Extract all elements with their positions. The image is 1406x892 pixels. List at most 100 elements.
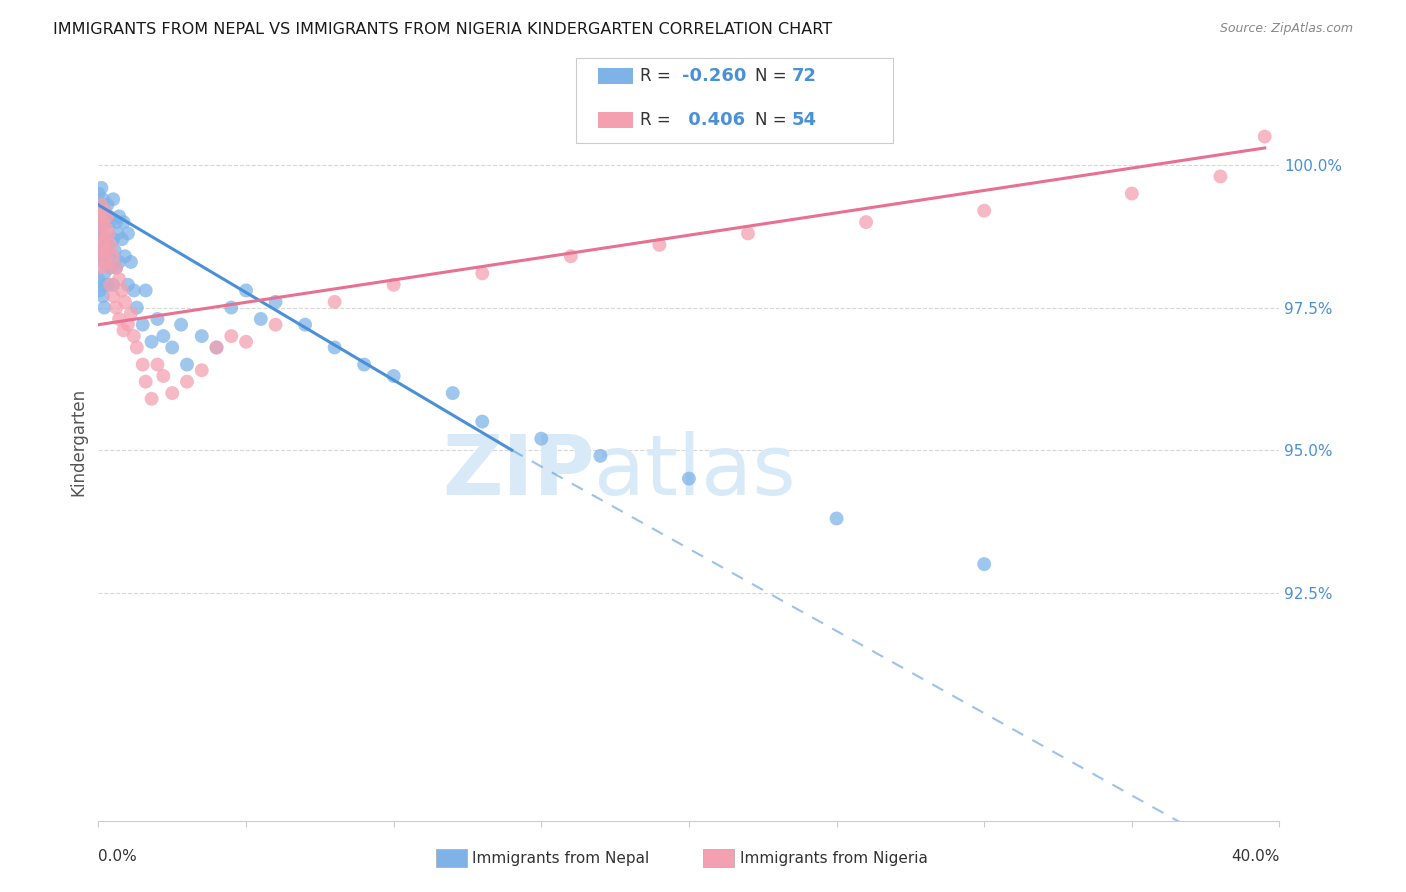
Point xyxy=(176,358,198,372)
Point xyxy=(96,238,118,252)
Point xyxy=(132,318,155,332)
Point xyxy=(98,215,121,229)
Point xyxy=(90,238,112,252)
Point xyxy=(294,318,316,332)
Text: 72: 72 xyxy=(792,67,817,85)
Point xyxy=(221,301,243,315)
Point xyxy=(89,210,111,224)
Point xyxy=(120,306,142,320)
Point xyxy=(94,215,117,229)
Point xyxy=(87,227,110,241)
Point xyxy=(90,244,112,258)
Point xyxy=(120,255,142,269)
Point xyxy=(114,294,136,309)
Point xyxy=(93,266,115,280)
Point xyxy=(323,294,346,309)
Point xyxy=(250,312,273,326)
Text: 0.0%: 0.0% xyxy=(98,849,138,864)
Point xyxy=(235,334,257,349)
Point xyxy=(132,358,155,372)
Point xyxy=(1121,186,1143,201)
Point xyxy=(87,244,110,258)
Point xyxy=(141,334,163,349)
Point xyxy=(112,215,135,229)
Y-axis label: Kindergarten: Kindergarten xyxy=(69,387,87,496)
Text: N =: N = xyxy=(755,111,792,128)
Point xyxy=(89,220,111,235)
Point xyxy=(97,227,120,241)
Point xyxy=(973,557,995,571)
Point xyxy=(93,301,115,315)
Point xyxy=(678,472,700,486)
Point xyxy=(89,249,111,263)
Point xyxy=(108,312,131,326)
Point xyxy=(125,301,148,315)
Point xyxy=(441,386,464,401)
Point xyxy=(111,284,134,298)
Point xyxy=(103,289,125,303)
Text: Source: ZipAtlas.com: Source: ZipAtlas.com xyxy=(1219,22,1353,36)
Point xyxy=(382,277,405,292)
Text: IMMIGRANTS FROM NEPAL VS IMMIGRANTS FROM NIGERIA KINDERGARTEN CORRELATION CHART: IMMIGRANTS FROM NEPAL VS IMMIGRANTS FROM… xyxy=(53,22,832,37)
Point xyxy=(105,260,128,275)
Point xyxy=(91,192,114,206)
Point xyxy=(176,375,198,389)
Point xyxy=(97,260,120,275)
Point xyxy=(235,284,257,298)
Point xyxy=(105,260,128,275)
Point xyxy=(105,301,128,315)
Point xyxy=(94,244,117,258)
Point xyxy=(323,341,346,355)
Point xyxy=(162,341,183,355)
Point xyxy=(87,272,110,286)
Point xyxy=(1209,169,1232,184)
Point xyxy=(122,329,145,343)
Point xyxy=(96,277,118,292)
Point xyxy=(117,318,139,332)
Point xyxy=(89,284,111,298)
Point xyxy=(103,277,125,292)
Point xyxy=(105,215,128,229)
Point xyxy=(737,227,759,241)
Point xyxy=(107,227,129,241)
Point xyxy=(112,323,135,337)
Point xyxy=(96,210,118,224)
Point xyxy=(353,358,375,372)
Point xyxy=(221,329,243,343)
Point xyxy=(264,294,287,309)
Point xyxy=(825,511,848,525)
Point xyxy=(855,215,877,229)
Point xyxy=(93,203,115,218)
Text: N =: N = xyxy=(755,67,792,85)
Point xyxy=(98,260,121,275)
Point xyxy=(560,249,582,263)
Point xyxy=(191,329,214,343)
Point xyxy=(91,249,114,263)
Point xyxy=(90,181,112,195)
Point xyxy=(87,203,110,218)
Text: Immigrants from Nepal: Immigrants from Nepal xyxy=(472,851,650,865)
Point xyxy=(94,255,117,269)
Point xyxy=(91,289,114,303)
Point xyxy=(97,210,120,224)
Point xyxy=(91,215,114,229)
Point xyxy=(108,272,131,286)
Text: R =: R = xyxy=(640,111,676,128)
Point xyxy=(135,284,157,298)
Point xyxy=(89,244,111,258)
Point xyxy=(103,232,125,246)
Point xyxy=(152,329,174,343)
Point xyxy=(89,198,111,212)
Point xyxy=(471,415,494,429)
Point xyxy=(94,220,117,235)
Point xyxy=(96,198,118,212)
Point xyxy=(87,186,110,201)
Point xyxy=(589,449,612,463)
Point xyxy=(90,198,112,212)
Text: 0.406: 0.406 xyxy=(682,111,745,128)
Point xyxy=(170,318,193,332)
Text: -0.260: -0.260 xyxy=(682,67,747,85)
Point xyxy=(91,255,114,269)
Point xyxy=(103,192,125,206)
Point xyxy=(146,358,169,372)
